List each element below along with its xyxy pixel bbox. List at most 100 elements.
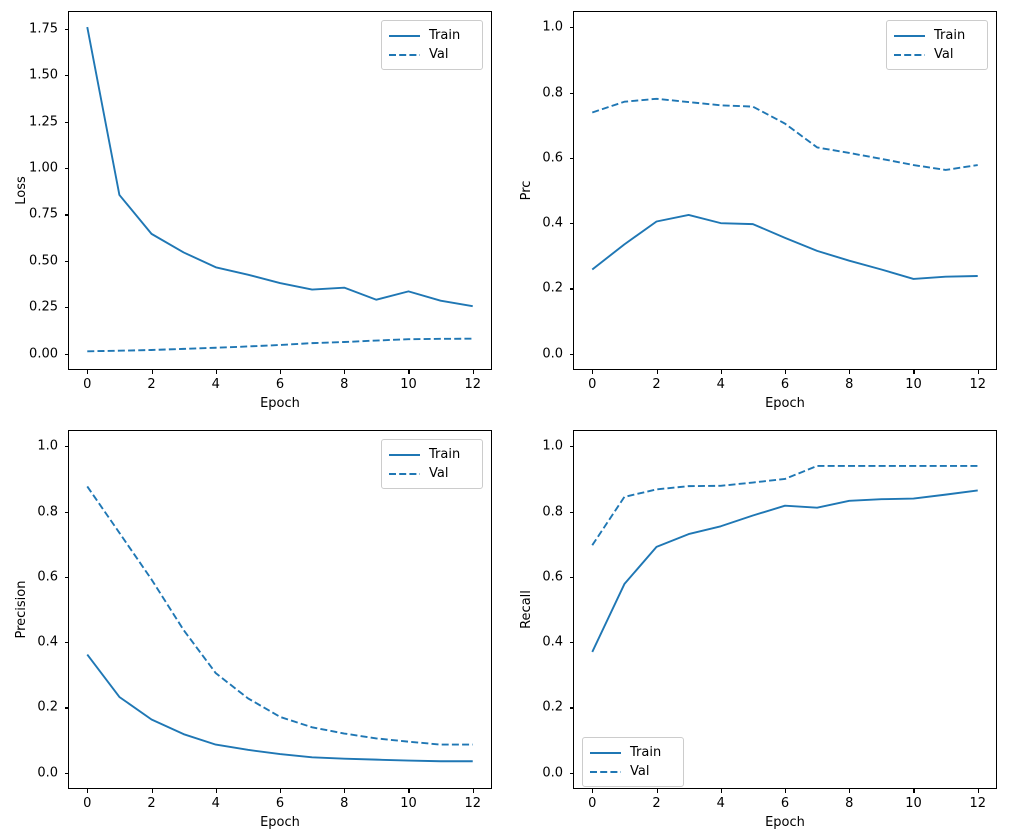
y-tick-label: 0.6 — [542, 569, 563, 585]
x-tick-mark — [280, 789, 282, 793]
x-tick-label: 12 — [464, 377, 481, 392]
x-tick-mark — [785, 789, 787, 793]
x-tick-mark — [472, 370, 474, 374]
legend[interactable]: Train Val — [582, 737, 684, 787]
x-tick-mark — [785, 370, 787, 374]
legend-item: Val — [388, 45, 474, 64]
x-tick-mark — [408, 789, 410, 793]
x-tick-label: 8 — [340, 377, 349, 392]
x-tick-label: 6 — [275, 796, 285, 811]
axes-frame — [68, 430, 492, 789]
y-tick-mark — [569, 576, 573, 578]
series-line-train — [591, 489, 978, 653]
x-tick-mark — [151, 370, 153, 374]
x-tick-label: 10 — [905, 796, 922, 811]
y-tick-label: 0.2 — [542, 699, 563, 715]
legend-line-swatch — [389, 472, 420, 475]
x-tick-mark — [151, 789, 153, 793]
legend-line-swatch — [389, 453, 420, 456]
x-axis-label: Epoch — [260, 815, 300, 830]
series-line-val — [86, 485, 473, 746]
x-tick-label: 6 — [780, 377, 790, 392]
legend-label: Val — [429, 47, 449, 62]
y-tick-mark — [64, 772, 68, 774]
legend-item: Val — [589, 762, 675, 781]
series-line-val — [591, 464, 978, 546]
y-tick-label: 0.0 — [542, 765, 563, 781]
y-tick-mark — [569, 353, 573, 355]
y-tick-label: 0.50 — [29, 253, 58, 269]
y-tick-mark — [569, 157, 573, 159]
x-tick-label: 8 — [845, 377, 854, 392]
y-tick-label: 0.4 — [37, 634, 58, 650]
y-tick-mark — [569, 772, 573, 774]
y-tick-label: 0.8 — [542, 85, 563, 101]
x-tick-label: 10 — [905, 377, 922, 392]
series-line-val — [591, 97, 978, 171]
y-tick-mark — [569, 288, 573, 290]
x-tick-mark — [472, 789, 474, 793]
y-axis-ticks: 0.0 0.2 0.4 0.6 0.8 1.0 — [505, 419, 573, 838]
subplot-recall: 0.0 0.2 0.4 0.6 0.8 1.0 0 2 4 6 8 10 12 Epoch Recall Tr… — [505, 419, 1010, 838]
subplot-prc: 0.0 0.2 0.4 0.6 0.8 1.0 0 2 4 6 8 10 12 Epoch Prc Train… — [505, 0, 1010, 419]
y-tick-mark — [64, 576, 68, 578]
y-tick-label: 0.6 — [37, 569, 58, 585]
y-tick-label: 1.0 — [37, 438, 58, 454]
x-tick-mark — [977, 789, 979, 793]
x-tick-label: 2 — [147, 796, 156, 811]
x-tick-label: 10 — [400, 796, 417, 811]
x-tick-label: 8 — [340, 796, 349, 811]
y-tick-mark — [569, 511, 573, 513]
y-tick-mark — [64, 511, 68, 513]
y-tick-mark — [64, 28, 68, 31]
legend-label: Train — [429, 28, 461, 43]
x-tick-label: 2 — [652, 796, 661, 811]
plot-lines — [591, 97, 978, 280]
legend-item: Train — [388, 26, 474, 45]
legend-line-swatch — [590, 770, 621, 773]
x-tick-mark — [849, 370, 851, 374]
legend-line-swatch — [590, 751, 621, 754]
x-tick-label: 10 — [400, 377, 417, 392]
y-tick-mark — [569, 27, 573, 29]
x-tick-mark — [87, 789, 89, 793]
y-axis-ticks: 0.00 0.25 0.50 0.75 1.00 1.25 1.50 1.75 — [0, 0, 68, 419]
legend-line-swatch — [389, 53, 420, 56]
y-tick-label: 0.0 — [37, 765, 58, 781]
x-tick-label: 4 — [211, 796, 220, 811]
y-tick-mark — [64, 353, 68, 355]
series-line-val — [87, 337, 473, 353]
axes-frame — [68, 11, 492, 370]
x-tick-label: 12 — [969, 377, 986, 392]
legend[interactable]: Train Val — [381, 20, 483, 70]
plot-lines — [86, 485, 473, 763]
y-tick-mark — [64, 121, 68, 123]
legend-line-swatch — [389, 34, 420, 37]
x-tick-mark — [592, 789, 594, 793]
x-tick-label: 0 — [588, 796, 597, 811]
x-tick-label: 0 — [83, 796, 92, 811]
legend-line-swatch — [894, 34, 925, 37]
y-axis-label: Precision — [14, 580, 29, 639]
axes-frame — [573, 430, 997, 789]
x-tick-label: 6 — [275, 377, 285, 392]
x-tick-mark — [215, 789, 217, 793]
x-tick-mark — [215, 370, 217, 374]
legend[interactable]: Train Val — [886, 20, 988, 70]
legend-label: Train — [429, 447, 461, 462]
y-tick-label: 0.8 — [37, 504, 58, 520]
x-tick-label: 4 — [716, 377, 725, 392]
legend[interactable]: Train Val — [381, 439, 483, 489]
x-tick-mark — [913, 789, 915, 793]
y-tick-label: 0.4 — [542, 215, 563, 231]
legend-label: Val — [934, 47, 954, 62]
y-tick-label: 0.8 — [542, 504, 563, 520]
y-axis-ticks: 0.0 0.2 0.4 0.6 0.8 1.0 — [505, 0, 573, 419]
axes-frame — [573, 11, 997, 370]
y-tick-label: 1.00 — [29, 160, 58, 176]
y-tick-label: 0.6 — [542, 150, 563, 166]
x-tick-mark — [87, 370, 89, 374]
x-tick-label: 4 — [211, 377, 220, 392]
x-axis-label: Epoch — [260, 396, 300, 411]
